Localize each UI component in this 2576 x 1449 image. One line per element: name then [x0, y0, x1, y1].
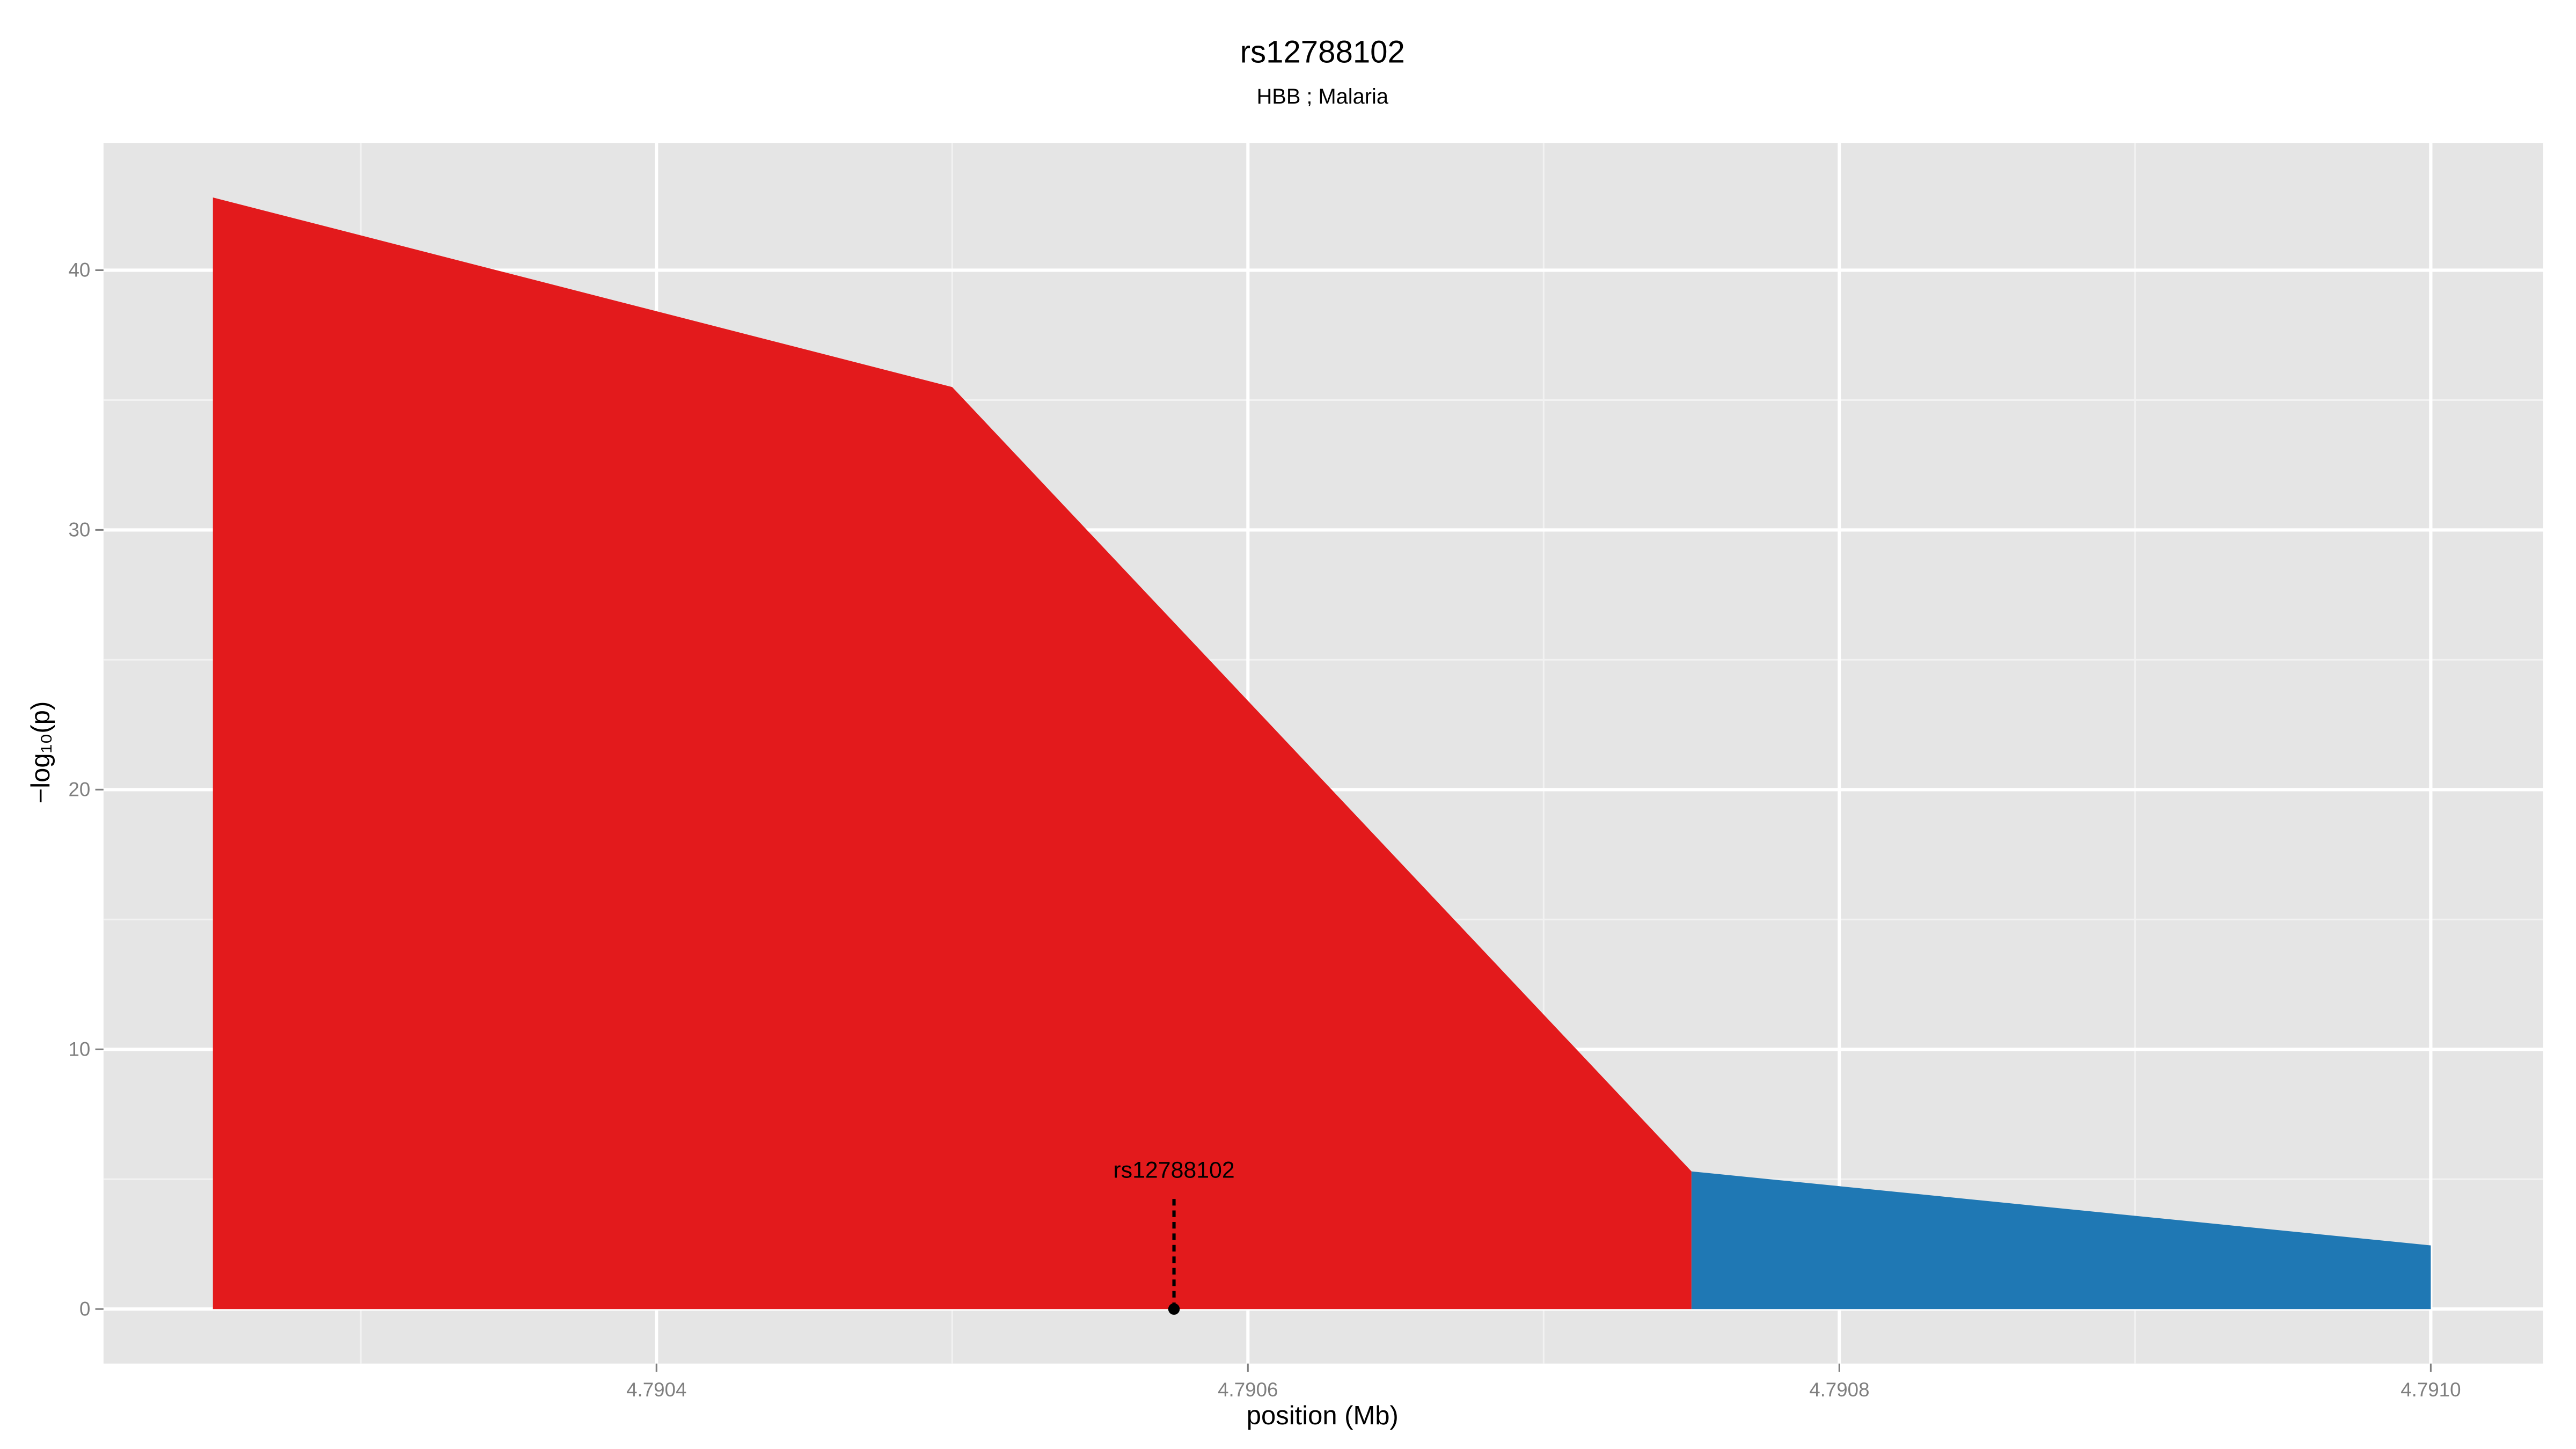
area [1691, 1171, 2431, 1309]
x-tick-label: 4.7908 [1809, 1379, 1869, 1401]
y-tick-label: 0 [79, 1298, 90, 1320]
x-axis-label: position (Mb) [1247, 1401, 1399, 1430]
chart-title: rs12788102 [1240, 34, 1405, 69]
x-tick-label: 4.7906 [1218, 1379, 1278, 1401]
x-tick-label: 4.7910 [2401, 1379, 2461, 1401]
y-tick-label: 20 [69, 779, 91, 801]
annotation-point [1168, 1303, 1180, 1315]
y-tick-label: 10 [69, 1038, 91, 1060]
annotation-label: rs12788102 [1113, 1157, 1234, 1183]
y-tick-label: 40 [69, 259, 91, 281]
chart-subtitle: HBB ; Malaria [1257, 85, 1389, 108]
y-axis-label: −log₁₀(p) [26, 701, 55, 804]
y-tick-label: 30 [69, 519, 91, 541]
area [213, 197, 1692, 1309]
x-tick-label: 4.7904 [626, 1379, 686, 1401]
